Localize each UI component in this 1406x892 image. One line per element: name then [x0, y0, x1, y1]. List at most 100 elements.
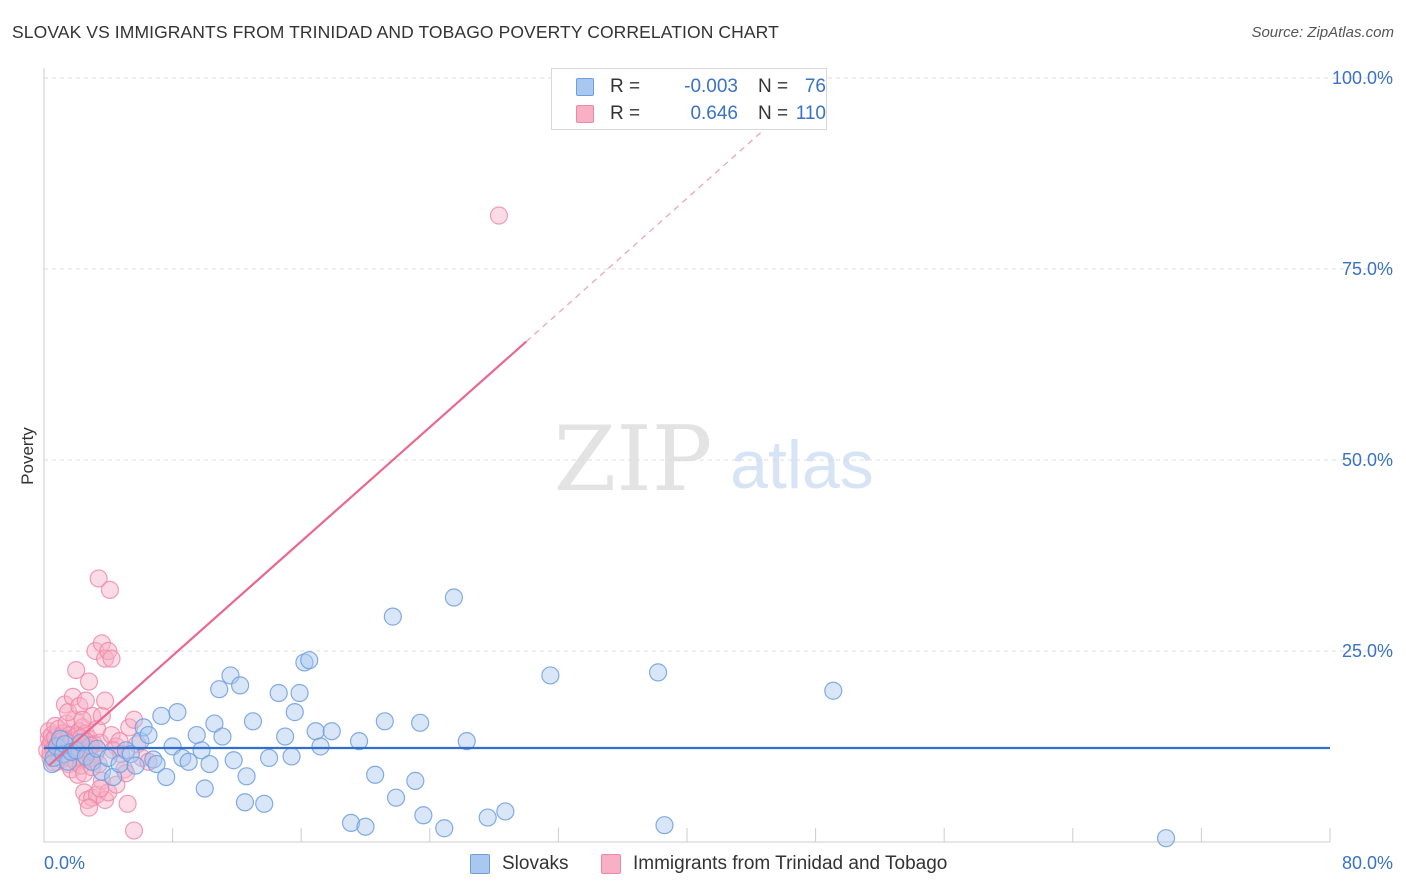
slovaks-point	[282, 747, 301, 766]
slovaks-point	[139, 725, 158, 745]
correlation-legend: R = -0.003 N = 76 R = 0.646 N = 110	[551, 68, 827, 130]
immigrants-swatch	[576, 105, 594, 123]
slovaks-point	[157, 767, 176, 787]
immigrants-point	[124, 821, 144, 840]
slovaks-point	[192, 741, 211, 760]
slovaks-point	[224, 751, 243, 770]
immigrants-point	[76, 691, 95, 710]
immigrants-trend-line	[48, 340, 527, 767]
immigrants-point	[100, 580, 120, 599]
x-tick-label-max: 80.0%	[1342, 853, 1393, 873]
slovaks-point	[213, 727, 232, 746]
slovaks-point	[231, 676, 250, 695]
immigrants-points	[38, 206, 509, 840]
immigrants-point	[67, 660, 86, 680]
slovaks-point	[322, 722, 341, 741]
immigrants-point	[92, 634, 111, 653]
slovaks-point	[383, 607, 402, 626]
y-tick-label: 50.0%	[1342, 450, 1393, 470]
immigrants-point	[92, 771, 111, 790]
slovaks-point	[126, 756, 145, 775]
slovaks-point	[200, 754, 219, 774]
slovaks-swatch	[576, 78, 594, 96]
slovaks-point	[276, 727, 295, 746]
immigrants-point	[79, 798, 99, 817]
y-tick-label: 25.0%	[1342, 641, 1393, 661]
immigrants-point	[124, 710, 144, 729]
tick-labels: 25.0% 50.0% 75.0% 100.0% 0.0% 80.0%	[44, 68, 1393, 873]
immigrants-point	[89, 569, 108, 588]
slovaks-point	[444, 588, 464, 607]
slovaks-point	[414, 806, 433, 825]
slovaks-point	[221, 666, 240, 685]
trend-lines	[44, 111, 1330, 767]
y-tick-label: 100.0%	[1332, 68, 1393, 88]
slovaks-point	[255, 794, 274, 813]
slovaks-point	[311, 737, 330, 756]
slovaks-point	[285, 703, 304, 722]
chart-title: SLOVAK VS IMMIGRANTS FROM TRINIDAD AND T…	[12, 22, 779, 42]
r-label: R =	[610, 76, 641, 97]
n-label: N =	[758, 76, 789, 97]
slovaks-point	[235, 793, 255, 812]
slovaks-point	[290, 683, 309, 703]
n-value-immigrants: 110	[795, 103, 826, 124]
slovaks-legend-swatch	[470, 854, 490, 874]
watermark-zip: ZIP	[554, 407, 713, 512]
gridlines	[44, 77, 1394, 652]
n-value-slovaks: 76	[804, 76, 826, 97]
slovaks-point	[541, 666, 560, 685]
slovaks-point	[295, 653, 314, 672]
watermark: ZIP atlas	[554, 407, 874, 512]
slovaks-point	[147, 754, 166, 774]
slovaks-point	[187, 725, 206, 745]
watermark-atlas: atlas	[730, 427, 874, 503]
immigrants-point	[110, 732, 129, 751]
slovaks-point	[406, 771, 425, 790]
immigrants-point	[79, 672, 99, 691]
slovaks-point	[375, 712, 394, 731]
slovaks-point	[411, 713, 430, 732]
immigrants-point	[95, 691, 115, 710]
axes	[43, 68, 1331, 843]
slovaks-point	[152, 706, 171, 726]
slovaks-point	[243, 712, 263, 731]
y-tick-label: 75.0%	[1342, 259, 1393, 279]
slovaks-point	[478, 808, 497, 827]
immigrants-point	[78, 790, 97, 810]
immigrants-legend-label: Immigrants from Trinidad and Tobago	[633, 853, 948, 874]
immigrants-point	[118, 794, 137, 813]
slovaks-point	[259, 748, 279, 768]
slovaks-point	[648, 663, 668, 682]
slovaks-point	[655, 816, 674, 835]
slovaks-point	[179, 752, 198, 771]
y-axis-label: Poverty	[18, 427, 37, 485]
slovaks-point	[306, 722, 325, 741]
slovaks-point	[824, 681, 843, 700]
r-label: R =	[610, 103, 641, 124]
slovaks-point	[269, 683, 288, 703]
series-legend: Slovaks Immigrants from Trinidad and Tob…	[0, 852, 1406, 878]
immigrants-point	[92, 706, 111, 726]
slovaks-points	[42, 588, 1176, 848]
immigrants-point	[102, 649, 121, 668]
slovaks-point	[366, 765, 385, 784]
slovaks-point	[386, 788, 406, 807]
slovaks-point	[496, 802, 515, 821]
chart-source: Source: ZipAtlas.com	[1251, 24, 1394, 41]
n-label: N =	[758, 103, 789, 124]
slovaks-point	[210, 680, 229, 699]
slovaks-point	[341, 813, 361, 833]
x-tick-label-min: 0.0%	[44, 853, 85, 873]
slovaks-point	[44, 748, 63, 768]
slovaks-point	[457, 732, 476, 751]
slovaks-point	[356, 817, 375, 836]
slovaks-point	[121, 745, 140, 764]
slovaks-point	[349, 732, 369, 751]
slovaks-point	[237, 767, 256, 786]
immigrants-legend-swatch	[601, 854, 621, 874]
immigrants-trend-extension	[525, 111, 784, 343]
slovaks-point	[205, 714, 224, 733]
slovaks-point	[168, 703, 187, 722]
